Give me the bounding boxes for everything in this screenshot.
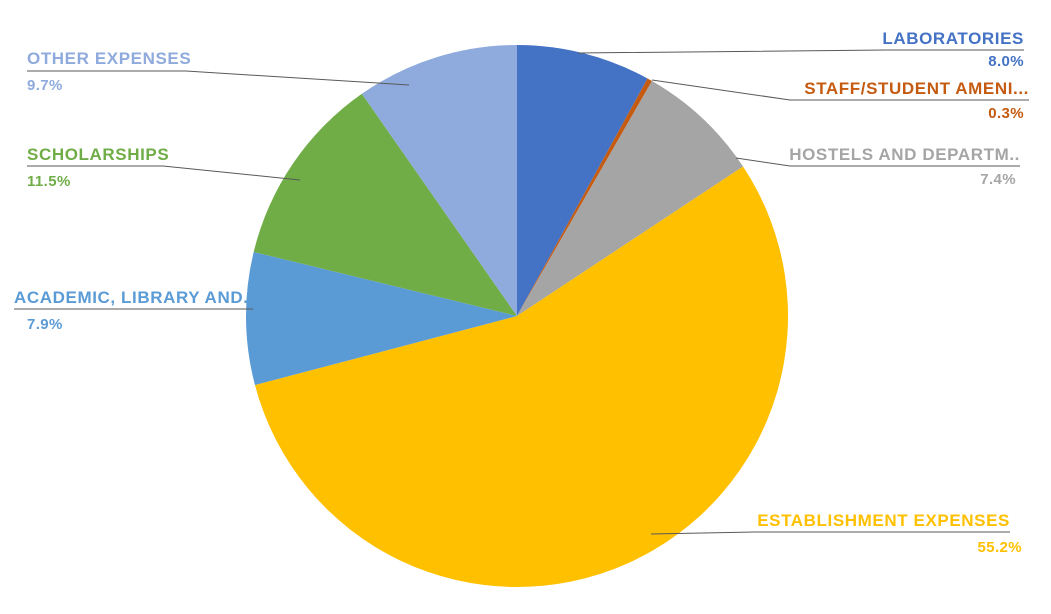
pie-slice-scholarships[interactable] <box>253 93 517 316</box>
pie-slices <box>246 45 788 587</box>
leader-lines <box>14 49 1029 535</box>
value-laboratories: 8.0% <box>988 53 1024 70</box>
label-other-expenses: OTHER EXPENSES <box>27 49 191 68</box>
value-hostels-and-departments: 7.4% <box>980 171 1016 188</box>
value-staff-student-amenities: 0.3% <box>988 105 1024 122</box>
label-establishment-expenses: ESTABLISHMENT EXPENSES <box>757 511 1010 530</box>
label-hostels-and-departments: HOSTELS AND DEPARTM.. <box>789 145 1020 164</box>
leader-line-scholarships <box>27 165 301 181</box>
leader-line-establishment-expenses <box>650 531 1010 535</box>
pie-slice-staff-student-amenities[interactable] <box>517 78 653 317</box>
value-scholarships: 11.5% <box>27 173 71 190</box>
pie-slice-establishment-expenses[interactable] <box>254 166 788 587</box>
label-staff-student-amenities: STAFF/STUDENT AMENI... <box>804 79 1029 98</box>
value-establishment-expenses: 55.2% <box>977 539 1022 556</box>
leader-line-other-expenses <box>27 70 410 86</box>
pie-slice-other-expenses[interactable] <box>361 45 517 316</box>
leader-line-hostels-and-departments <box>735 157 1020 167</box>
label-academic-library: ACADEMIC, LIBRARY AND... <box>14 288 259 307</box>
label-laboratories: LABORATORIES <box>882 29 1024 48</box>
value-other-expenses: 9.7% <box>27 77 63 94</box>
pie-slice-hostels-and-departments[interactable] <box>517 81 744 317</box>
pie-slice-academic-library[interactable] <box>246 251 517 386</box>
slice-labels: LABORATORIES 8.0% STAFF/STUDENT AMENI...… <box>14 29 1029 556</box>
pie-slice-laboratories[interactable] <box>517 45 648 316</box>
value-academic-library: 7.9% <box>27 316 63 333</box>
leader-line-staff-student-amenities <box>651 79 1029 101</box>
leader-line-laboratories <box>577 49 1024 54</box>
label-scholarships: SCHOLARSHIPS <box>27 145 169 164</box>
